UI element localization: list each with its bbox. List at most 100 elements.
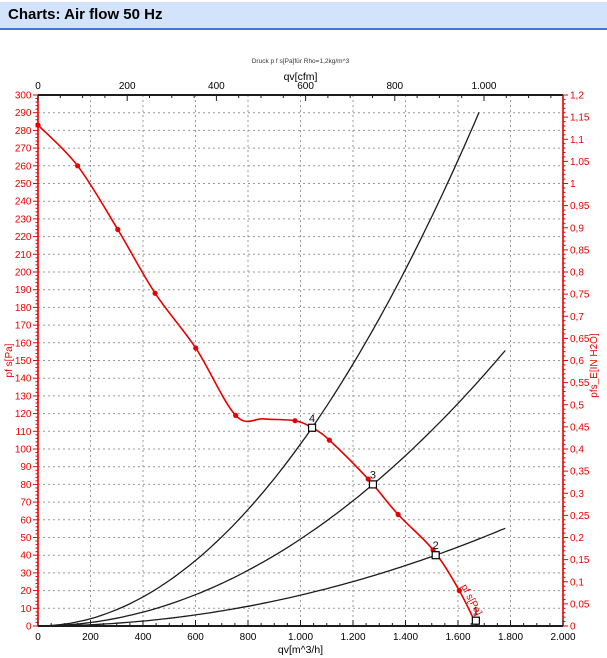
top-axis-tick-label: 800 xyxy=(386,81,403,92)
right-axis-tick-label: 0,05 xyxy=(570,599,590,610)
top-axis-tick-label: 1.000 xyxy=(471,81,496,92)
left-axis-tick-label: 300 xyxy=(15,91,32,102)
bottom-axis-tick-label: 1.600 xyxy=(445,632,470,643)
bottom-axis-title: qv[m^3/h] xyxy=(278,644,323,656)
left-axis-tick-label: 270 xyxy=(15,144,32,155)
left-axis-tick-label: 100 xyxy=(15,445,32,456)
left-axis-tick-label: 280 xyxy=(15,126,32,137)
right-axis-tick-label: 0,75 xyxy=(570,290,590,301)
bottom-axis-tick-label: 1.000 xyxy=(288,632,313,643)
measured-point xyxy=(456,588,462,594)
left-axis-tick-label: 230 xyxy=(15,214,32,225)
bottom-axis-tick-label: 1.200 xyxy=(340,632,365,643)
operating-point-label: 2 xyxy=(433,540,439,552)
left-axis-tick-label: 240 xyxy=(15,197,32,208)
right-axis-tick-label: 0,6 xyxy=(570,356,584,367)
operating-point-label: 1 xyxy=(473,606,479,618)
right-axis-tick-label: 1,2 xyxy=(570,91,584,102)
left-axis-tick-label: 180 xyxy=(15,303,32,314)
right-axis-tick-label: 0,95 xyxy=(570,201,590,212)
left-axis-tick-label: 120 xyxy=(15,409,32,420)
measured-point xyxy=(233,412,239,418)
bottom-axis-tick-label: 400 xyxy=(135,632,152,643)
right-axis-tick-label: 1,1 xyxy=(570,135,584,146)
bottom-axis-tick-label: 200 xyxy=(82,632,99,643)
top-axis-title: qv[cfm] xyxy=(284,71,318,83)
bottom-axis-tick-label: 600 xyxy=(187,632,204,643)
left-axis-tick-label: 160 xyxy=(15,338,32,349)
left-axis-tick-label: 150 xyxy=(15,356,32,367)
measured-point xyxy=(395,511,401,518)
right-axis-tick-label: 0,25 xyxy=(570,511,590,522)
measured-point xyxy=(193,345,199,351)
left-axis-tick-label: 260 xyxy=(15,161,32,172)
top-axis-tick-label: 0 xyxy=(35,81,41,92)
right-axis-tick-label: 0,2 xyxy=(570,533,584,544)
operating-point-label: 3 xyxy=(370,469,376,481)
right-axis-tick-label: 0,55 xyxy=(570,378,590,389)
left-axis-tick-label: 170 xyxy=(15,321,32,332)
measured-point xyxy=(115,226,121,233)
left-axis-tick-label: 50 xyxy=(20,533,32,544)
left-axis-tick-label: 140 xyxy=(15,374,32,385)
left-axis-tick-label: 190 xyxy=(15,285,32,296)
right-axis-tick-label: 1,15 xyxy=(570,113,590,124)
left-axis-tick-label: 210 xyxy=(15,250,32,261)
system-curve-through-point-4 xyxy=(37,112,480,627)
left-axis-title: pf s[Pa] xyxy=(4,343,15,377)
bottom-axis-tick-label: 0 xyxy=(35,632,41,643)
right-axis-tick-label: 0,15 xyxy=(570,555,590,566)
right-axis-tick-label: 1,05 xyxy=(570,157,590,168)
left-axis-tick-label: 10 xyxy=(20,604,32,615)
left-axis-tick-label: 200 xyxy=(15,268,32,279)
right-axis-tick-label: 0,4 xyxy=(570,445,584,456)
measured-point xyxy=(75,163,81,169)
left-axis-tick-label: 0 xyxy=(26,622,32,633)
left-axis-tick-label: 80 xyxy=(20,480,32,491)
system-curve-through-point-3 xyxy=(38,350,506,627)
bottom-axis-tick-label: 2.000 xyxy=(550,632,575,643)
top-axis-tick-label: 400 xyxy=(208,81,225,92)
left-axis-tick-label: 90 xyxy=(20,462,32,473)
measured-point xyxy=(152,290,158,296)
right-axis-tick-label: 0,45 xyxy=(570,422,590,433)
bottom-axis-tick-label: 1.800 xyxy=(498,632,523,643)
right-axis-tick-label: 0,65 xyxy=(570,334,590,345)
right-axis-tick-label: 0 xyxy=(570,622,576,633)
right-axis-title: pfs_E[IN H2O] xyxy=(589,333,600,398)
bottom-axis-tick-label: 800 xyxy=(240,632,257,643)
operating-point-marker xyxy=(368,480,378,489)
left-axis-tick-label: 60 xyxy=(20,515,32,526)
left-axis-tick-label: 40 xyxy=(20,551,32,562)
right-axis-tick-label: 1 xyxy=(570,179,576,190)
operating-point-marker xyxy=(307,423,317,432)
right-axis-tick-label: 0,9 xyxy=(570,223,584,234)
right-axis-tick-label: 0,3 xyxy=(570,489,584,500)
fan-pressure-curve xyxy=(37,124,478,627)
right-axis-tick-label: 0,1 xyxy=(570,577,584,588)
left-axis-tick-label: 290 xyxy=(15,108,32,119)
operating-point-label: 4 xyxy=(309,413,315,425)
system-curve-through-point-2 xyxy=(38,527,506,627)
right-axis-tick-label: 0,5 xyxy=(570,400,584,411)
left-axis-tick-label: 110 xyxy=(16,427,32,438)
bottom-axis-tick-label: 1.400 xyxy=(393,632,418,643)
right-axis-tick-label: 0,35 xyxy=(570,467,590,478)
right-axis-tick-label: 0,7 xyxy=(570,312,584,323)
left-axis-tick-label: 70 xyxy=(20,498,32,509)
left-axis-tick-label: 20 xyxy=(20,586,32,597)
right-axis-tick-label: 0,8 xyxy=(570,268,584,279)
top-axis-tick-label: 600 xyxy=(297,81,314,92)
right-axis-tick-label: 0,85 xyxy=(570,245,590,256)
operating-point-marker xyxy=(431,551,440,560)
chart-title: Druck p f s[Pa]für Rho=1,2kg/m^3 xyxy=(252,58,350,65)
left-axis-tick-label: 250 xyxy=(15,179,32,190)
operating-point-marker xyxy=(471,616,480,625)
left-axis-tick-label: 130 xyxy=(15,391,32,402)
measured-point xyxy=(326,437,332,443)
page-title: Charts: Air flow 50 Hz xyxy=(8,6,163,23)
window-title-bar: Charts: Air flow 50 Hz xyxy=(0,2,607,30)
left-axis-tick-label: 220 xyxy=(15,232,32,243)
left-axis-tick-label: 30 xyxy=(20,568,32,579)
